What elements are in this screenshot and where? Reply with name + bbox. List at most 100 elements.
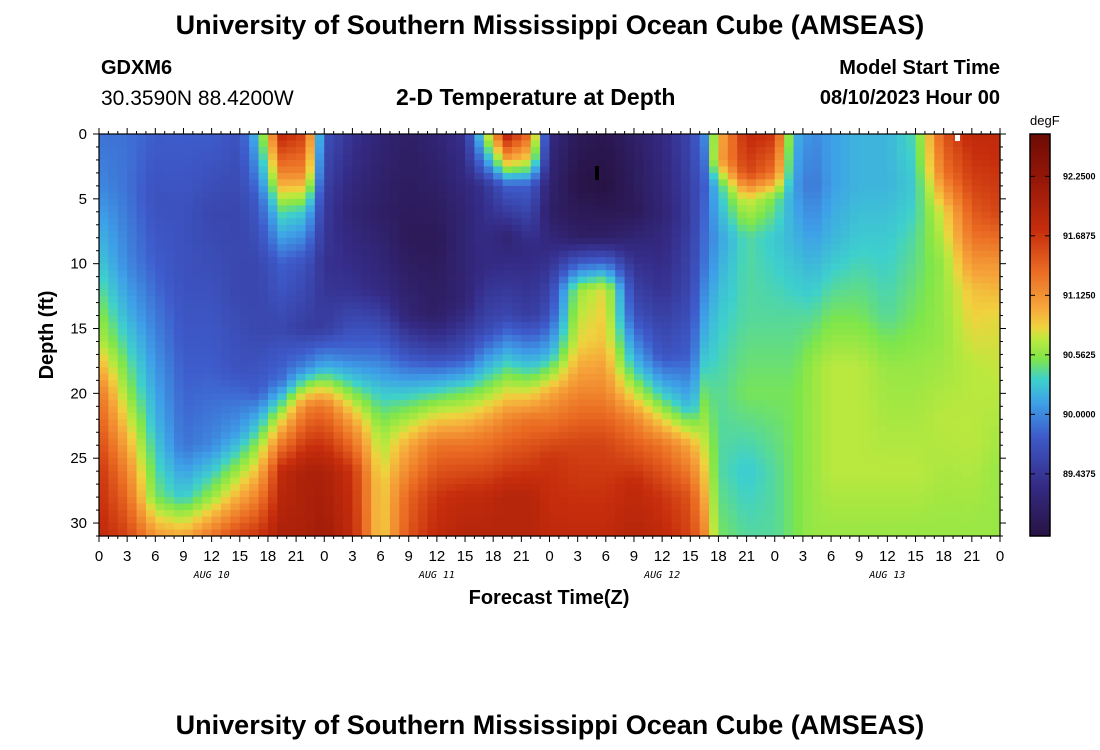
heatmap-cell: [183, 432, 194, 440]
heatmap-cell: [427, 399, 438, 407]
heatmap-cell: [755, 523, 766, 531]
heatmap-cell: [511, 198, 522, 206]
heatmap-cell: [333, 477, 344, 485]
heatmap-cell: [737, 367, 748, 375]
heatmap-cell: [652, 380, 663, 388]
heatmap-cell: [127, 192, 138, 200]
heatmap-cell: [793, 529, 804, 537]
heatmap-cell: [709, 296, 720, 304]
heatmap-cell: [296, 270, 307, 278]
heatmap-cell: [333, 412, 344, 420]
heatmap-cell: [117, 205, 128, 213]
heatmap-cell: [136, 341, 147, 349]
heatmap-cell: [643, 490, 654, 498]
heatmap-cell: [727, 464, 738, 472]
heatmap-cell: [314, 153, 325, 161]
heatmap-cell: [765, 328, 776, 336]
heatmap-cell: [737, 432, 748, 440]
heatmap-cell: [436, 438, 447, 446]
heatmap-cell: [737, 276, 748, 284]
heatmap-cell: [530, 335, 541, 343]
heatmap-cell: [305, 166, 316, 174]
heatmap-cell: [690, 386, 701, 394]
heatmap-cell: [305, 386, 316, 394]
heatmap-cell: [483, 432, 494, 440]
heatmap-cell: [108, 497, 119, 505]
heatmap-cell: [446, 185, 457, 193]
heatmap-cell: [211, 134, 222, 142]
heatmap-cell: [174, 347, 185, 356]
heatmap-cell: [183, 328, 194, 336]
heatmap-cell: [399, 328, 410, 336]
heatmap-cell: [249, 477, 260, 485]
heatmap-cell: [680, 503, 691, 511]
heatmap-cell: [643, 335, 654, 343]
heatmap-cell: [183, 445, 194, 453]
heatmap-cell: [493, 335, 504, 343]
heatmap-cell: [192, 315, 203, 323]
heatmap-cell: [174, 490, 185, 498]
heatmap-cell: [558, 458, 569, 466]
heatmap-cell: [709, 419, 720, 427]
heatmap-cell: [427, 140, 438, 148]
heatmap-cell: [624, 185, 635, 193]
heatmap-cell: [314, 367, 325, 375]
heatmap-cell: [493, 341, 504, 349]
heatmap-cell: [389, 192, 400, 200]
heatmap-cell: [671, 289, 682, 297]
heatmap-cell: [755, 211, 766, 219]
heatmap-cell: [568, 471, 579, 479]
heatmap-cell: [831, 335, 842, 343]
heatmap-cell: [577, 224, 588, 232]
heatmap-cell: [258, 263, 269, 271]
heatmap-cell: [727, 263, 738, 271]
heatmap-cell: [296, 373, 307, 381]
heatmap-cell: [784, 497, 795, 505]
heatmap-cell: [427, 464, 438, 472]
heatmap-cell: [558, 153, 569, 161]
heatmap-cell: [361, 399, 372, 407]
heatmap-cell: [521, 153, 532, 161]
heatmap-cell: [755, 412, 766, 420]
heatmap-cell: [624, 322, 635, 330]
heatmap-cell: [418, 497, 429, 505]
heatmap-cell: [202, 347, 213, 356]
heatmap-cell: [802, 347, 813, 356]
heatmap-cell: [737, 302, 748, 310]
heatmap-cell: [831, 140, 842, 148]
heatmap-cell: [108, 393, 119, 401]
heatmap-cell: [352, 172, 363, 180]
heatmap-cell: [164, 172, 175, 180]
heatmap-cell: [577, 516, 588, 524]
heatmap-cell: [624, 451, 635, 459]
heatmap-cell: [568, 503, 579, 511]
heatmap-cell: [802, 315, 813, 323]
heatmap-cell: [652, 425, 663, 433]
heatmap-cell: [436, 497, 447, 505]
heatmap-cell: [324, 471, 335, 479]
heatmap-cell: [211, 471, 222, 479]
heatmap-cell: [305, 490, 316, 498]
heatmap-cell: [408, 244, 419, 252]
heatmap-cell: [324, 341, 335, 349]
heatmap-cell: [192, 244, 203, 252]
heatmap-cell: [605, 425, 616, 433]
heatmap-cell: [558, 335, 569, 343]
heatmap-cell: [605, 218, 616, 226]
heatmap-cell: [587, 322, 598, 330]
heatmap-cell: [305, 134, 316, 142]
heatmap-cell: [343, 140, 354, 148]
heatmap-cell: [352, 399, 363, 407]
heatmap-cell: [718, 237, 729, 245]
heatmap-cell: [267, 257, 278, 265]
heatmap-cell: [633, 146, 644, 155]
heatmap-cell: [812, 425, 823, 433]
heatmap-cell: [671, 406, 682, 414]
heatmap-cell: [831, 438, 842, 446]
heatmap-cell: [755, 432, 766, 440]
heatmap-cell: [624, 315, 635, 323]
heatmap-cell: [267, 198, 278, 206]
heatmap-cell: [117, 503, 128, 511]
heatmap-cell: [371, 166, 382, 174]
heatmap-cell: [662, 185, 673, 193]
